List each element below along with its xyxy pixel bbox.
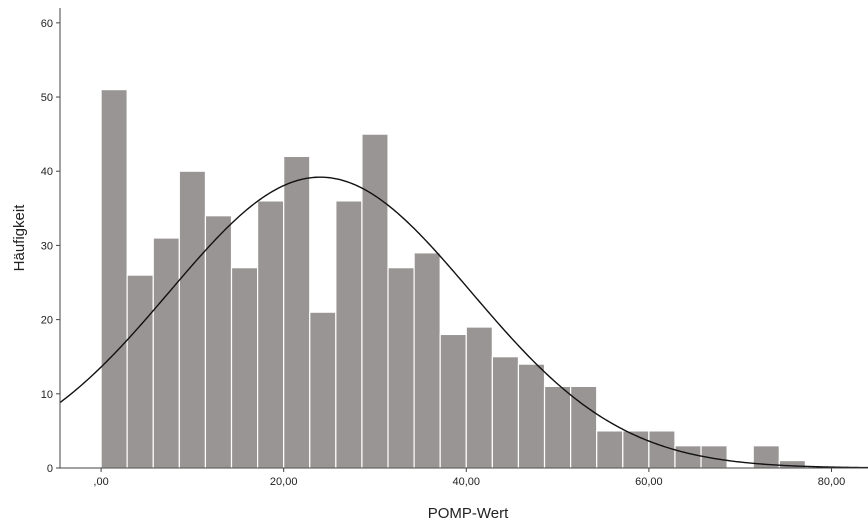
- y-tick-label: 40: [41, 166, 53, 178]
- x-tick-label: 80,00: [818, 476, 846, 488]
- y-axis-title: Häufigkeit: [11, 204, 28, 272]
- x-tick-label: 40,00: [453, 476, 481, 488]
- x-axis-ticks: ,00 20,00 40,00 60,00 80,00: [93, 468, 845, 488]
- histogram-bars: [100, 89, 806, 469]
- y-tick-label: 20: [41, 315, 53, 327]
- histogram-bar: [126, 274, 154, 469]
- histogram-bar: [387, 267, 415, 469]
- histogram-bar: [465, 326, 493, 469]
- histogram-bar: [622, 430, 650, 469]
- histogram-bar: [256, 200, 285, 469]
- y-tick-label: 50: [41, 92, 53, 104]
- x-axis-title: POMP-Wert: [428, 505, 509, 522]
- x-tick-label: 60,00: [635, 476, 663, 488]
- histogram-bar: [152, 237, 180, 469]
- histogram-bar: [178, 170, 207, 469]
- histogram-bar: [543, 385, 572, 469]
- normal-curve: [59, 176, 868, 469]
- histogram-bar: [491, 356, 520, 469]
- histogram-bar: [283, 155, 311, 469]
- histogram-bar: [596, 430, 624, 469]
- histogram-bar: [100, 89, 128, 469]
- y-tick-label: 10: [41, 389, 53, 401]
- histogram-bar: [309, 311, 337, 469]
- y-tick-label: 0: [47, 463, 53, 475]
- y-axis-ticks: 0 10 20 30 40 50 60: [41, 18, 60, 475]
- histogram-bar: [648, 430, 676, 469]
- histogram-bar: [204, 215, 233, 469]
- histogram-bar: [674, 445, 702, 469]
- histogram-bar: [335, 200, 363, 469]
- histogram-bar: [517, 363, 546, 469]
- y-tick-label: 60: [41, 18, 53, 30]
- x-tick-label: ,00: [93, 476, 108, 488]
- histogram-bar: [413, 252, 441, 469]
- x-tick-label: 20,00: [270, 476, 298, 488]
- histogram-bar: [361, 133, 389, 469]
- histogram-bar: [230, 267, 259, 469]
- y-tick-label: 30: [41, 240, 53, 252]
- histogram-bar: [439, 333, 467, 469]
- histogram-bar: [570, 385, 598, 469]
